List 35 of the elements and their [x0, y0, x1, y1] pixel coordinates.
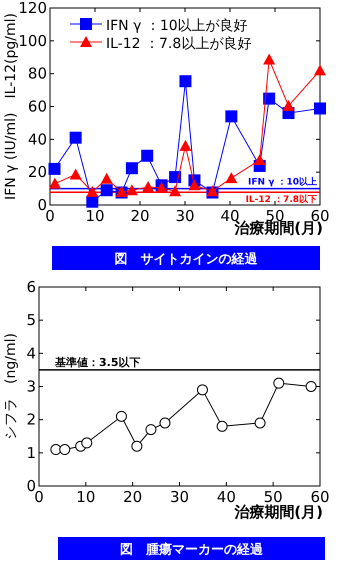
ylabel: IFN γ (IU/ml) IL-12(pg/ml) [3, 13, 19, 200]
xtick: 60 [310, 488, 330, 506]
ytick: 2 [26, 410, 36, 429]
caption: 図 腫瘍マーカーの経過 [120, 542, 263, 558]
xtick: 30 [175, 207, 195, 225]
xtick: 10 [85, 207, 105, 225]
xtick: 20 [123, 488, 142, 506]
ytick: 80 [28, 64, 47, 83]
ytick: 0 [26, 477, 36, 495]
ytick: 120 [18, 0, 47, 17]
ref-label: 基準値：3.5以下 [55, 356, 140, 369]
xtick: 40 [216, 488, 236, 506]
ytick: 40 [28, 130, 47, 148]
ylabel: シフラ (ng/ml) [3, 333, 19, 440]
caption: 図 サイトカインの経過 [114, 252, 258, 267]
ref-label: IL-12 ：7.8以下 [246, 195, 317, 206]
ytick: 3 [26, 378, 36, 396]
ytick: 60 [28, 98, 47, 116]
legend-label: IFN γ ：10以上が良好 [106, 18, 248, 34]
xlabel: 治療期間(月) [234, 503, 323, 521]
xtick: 10 [76, 488, 96, 506]
ref-label: IFN γ ：10以上 [248, 178, 317, 188]
ytick: 100 [18, 32, 47, 50]
ytick: 20 [28, 163, 47, 182]
ytick: 6 [26, 278, 36, 296]
xtick: 0 [45, 207, 55, 225]
ytick: 4 [26, 344, 36, 362]
xtick: 20 [130, 207, 150, 225]
xtick: 30 [170, 488, 190, 506]
ytick: 1 [26, 444, 36, 462]
legend-label: IL-12 ：7.8以上が良好 [106, 36, 252, 52]
xtick: 50 [264, 488, 283, 506]
ytick: 0 [37, 196, 47, 214]
xtick: 0 [34, 488, 44, 506]
ytick: 5 [26, 311, 36, 330]
